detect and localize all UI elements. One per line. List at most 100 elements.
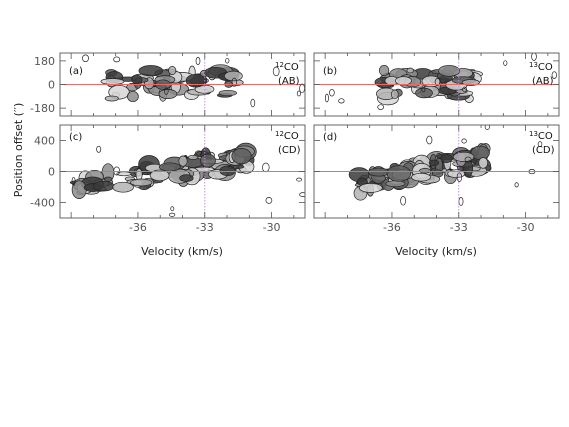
emission-contours	[82, 54, 305, 108]
noise-contour	[299, 192, 305, 197]
y-axis-label: Position offset (′′)	[12, 103, 25, 198]
noise-contour	[296, 90, 301, 97]
molecule-label: 13CO	[529, 130, 553, 142]
x-tick-label: -33	[196, 221, 214, 234]
contour-blob	[103, 176, 113, 182]
noise-contour	[462, 86, 468, 93]
noise-contour	[464, 156, 472, 163]
noise-contour	[531, 53, 537, 61]
y-tick-label: -180	[30, 102, 55, 115]
noise-contour	[461, 138, 467, 144]
contour-blob	[199, 153, 216, 168]
contour-blob	[428, 159, 440, 166]
emission-contours	[324, 53, 557, 110]
contour-blob	[447, 169, 466, 179]
contour-blob	[185, 73, 206, 88]
noise-contour	[434, 78, 441, 86]
pair-label: (AB)	[532, 76, 554, 87]
x-tick-label: -36	[129, 221, 147, 234]
contour-blob	[415, 87, 433, 99]
x-tick-label: -33	[450, 221, 468, 234]
contour-blob	[358, 183, 383, 193]
contour-blob	[178, 155, 188, 167]
noise-contour	[262, 162, 270, 173]
noise-contour	[82, 54, 89, 63]
noise-contour	[272, 66, 280, 77]
y-tick-label: -400	[30, 197, 55, 210]
contour-blob	[168, 66, 177, 75]
noise-contour	[96, 145, 102, 153]
noise-contour	[324, 93, 329, 103]
noise-contour	[168, 212, 176, 217]
molecule-label: 12CO	[275, 130, 299, 142]
contour-blob	[378, 64, 390, 77]
pair-label: (AB)	[278, 76, 300, 87]
contour-blob	[138, 65, 164, 77]
contour-blob	[219, 165, 236, 177]
contour-blob	[461, 79, 480, 86]
contour-blob	[395, 76, 412, 86]
noise-contour	[170, 206, 175, 212]
noise-contour	[400, 196, 406, 206]
noise-contour	[421, 85, 426, 93]
noise-contour	[456, 172, 463, 182]
contour-blob	[406, 67, 414, 74]
noise-contour	[329, 88, 335, 97]
contour-blob	[130, 178, 153, 187]
contour-blob	[218, 89, 237, 97]
emission-contours	[348, 125, 543, 206]
contour-blob	[71, 180, 87, 199]
contour-blob	[179, 174, 194, 182]
contour-blob	[231, 148, 252, 165]
x-axis-label-right: Velocity (km/s)	[395, 245, 477, 258]
panel-tag: (d)	[323, 132, 337, 143]
molecule-label: 13CO	[529, 61, 553, 73]
y-tick-label: 400	[34, 135, 55, 148]
contour-blob	[100, 78, 125, 85]
contour-blob	[478, 157, 489, 169]
contour-blob	[158, 162, 181, 172]
x-axis-label-left: Velocity (km/s)	[141, 245, 223, 258]
contour-blob	[112, 181, 134, 193]
noise-contour	[377, 104, 385, 110]
y-tick-label: 180	[34, 55, 55, 68]
noise-contour	[195, 150, 203, 156]
emission-contours	[69, 142, 305, 217]
contour-blob	[127, 90, 139, 103]
noise-contour	[503, 60, 508, 66]
noise-contour	[458, 197, 464, 206]
panel-tag: (c)	[69, 132, 82, 143]
contour-blob	[187, 154, 199, 160]
pair-label: (CD)	[278, 145, 301, 156]
noise-contour	[484, 125, 490, 130]
contour-blob	[92, 180, 115, 192]
contour-blob	[390, 89, 399, 100]
contour-blob	[438, 65, 461, 77]
noise-contour	[71, 176, 76, 187]
panel-d: -36 -33 -30 (d) 13CO (CD)	[313, 124, 560, 234]
panel-c: 400 0 -400 -36 -33 -30 (c) 12CO (CD)	[30, 124, 306, 234]
noise-contour	[537, 141, 543, 147]
noise-contour	[551, 71, 557, 79]
panel-tag: (a)	[69, 66, 83, 77]
contour-blob	[411, 172, 431, 182]
x-tick-label: -36	[383, 221, 401, 234]
noise-contour	[231, 77, 238, 87]
noise-contour	[338, 98, 345, 104]
x-tick-label: -30	[517, 221, 535, 234]
contour-blob	[386, 165, 412, 182]
y-tick-label: 0	[48, 79, 55, 92]
contour-blob	[104, 95, 119, 102]
noise-contour	[195, 57, 201, 65]
y-tick-label: 0	[48, 166, 55, 179]
contour-blob	[224, 70, 243, 82]
noise-contour	[250, 98, 256, 108]
panel-tag: (b)	[323, 66, 337, 77]
contour-blob	[367, 167, 390, 177]
molecule-label: 12CO	[275, 61, 299, 73]
noise-contour	[296, 177, 302, 182]
pair-label: (CD)	[532, 145, 555, 156]
noise-contour	[225, 57, 230, 64]
contour-blob	[440, 153, 453, 163]
contour-blob	[419, 168, 431, 174]
